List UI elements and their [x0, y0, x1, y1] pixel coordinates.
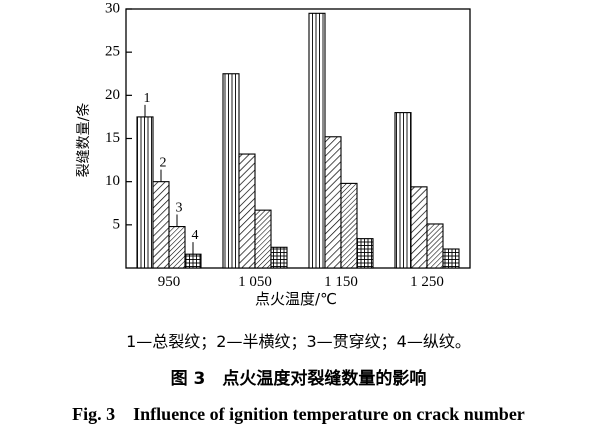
- x-tick-label: 950: [158, 274, 181, 290]
- x-tick-label: 1 050: [238, 274, 272, 290]
- bar-chart: 5 10 15 20 25 30 950 1 050 1 150 1 250 1 2 34 裂缝数量/条…: [75, 0, 471, 308]
- x-tick-label: 1 250: [410, 274, 444, 290]
- bar-1-1150: [308, 12, 326, 269]
- y-tick-label: 30: [105, 0, 120, 16]
- y-tick-label: 20: [105, 87, 120, 103]
- bar-3-950: [168, 226, 186, 269]
- y-axis-label: 裂缝数量/条: [75, 103, 92, 178]
- bar-1-950: [136, 116, 154, 269]
- bar-3-1050: [254, 209, 272, 269]
- figure-title-english: Fig. 3 Influence of ignition temperature…: [72, 404, 525, 424]
- figure-title-chinese: 图 3 点火温度对裂缝数量的影响: [170, 369, 427, 389]
- legend-caption: 1—总裂纹；2—半横纹；3—贯穿纹；4—纵纹。: [126, 332, 471, 351]
- bar-4-1050: [270, 246, 288, 269]
- bar-4-1150: [356, 238, 374, 269]
- bar-1-1250: [394, 112, 412, 269]
- bar-2-1250: [410, 186, 428, 269]
- bar-3-1250: [426, 223, 444, 269]
- y-tick-label: 15: [105, 130, 120, 146]
- bar-4-1250: [442, 248, 460, 269]
- bar-3-1150: [340, 182, 358, 269]
- bar-series-label: 4: [192, 228, 199, 243]
- bar-2-1150: [324, 136, 342, 269]
- x-axis-label: 点火温度/℃: [255, 290, 337, 308]
- y-tick-label: 25: [105, 44, 120, 60]
- x-tick-label: 1 150: [324, 274, 358, 290]
- bar-series-label: 2: [160, 156, 167, 171]
- bar-4-950: [184, 253, 202, 269]
- bar-1-1050: [222, 73, 240, 269]
- bar-series-label: 3: [176, 201, 183, 216]
- y-tick-label: 10: [105, 173, 120, 189]
- bar-2-950: [152, 181, 170, 269]
- bar-2-1050: [238, 153, 256, 269]
- bar-series-label: 1: [144, 91, 151, 106]
- y-tick-label: 5: [113, 216, 121, 232]
